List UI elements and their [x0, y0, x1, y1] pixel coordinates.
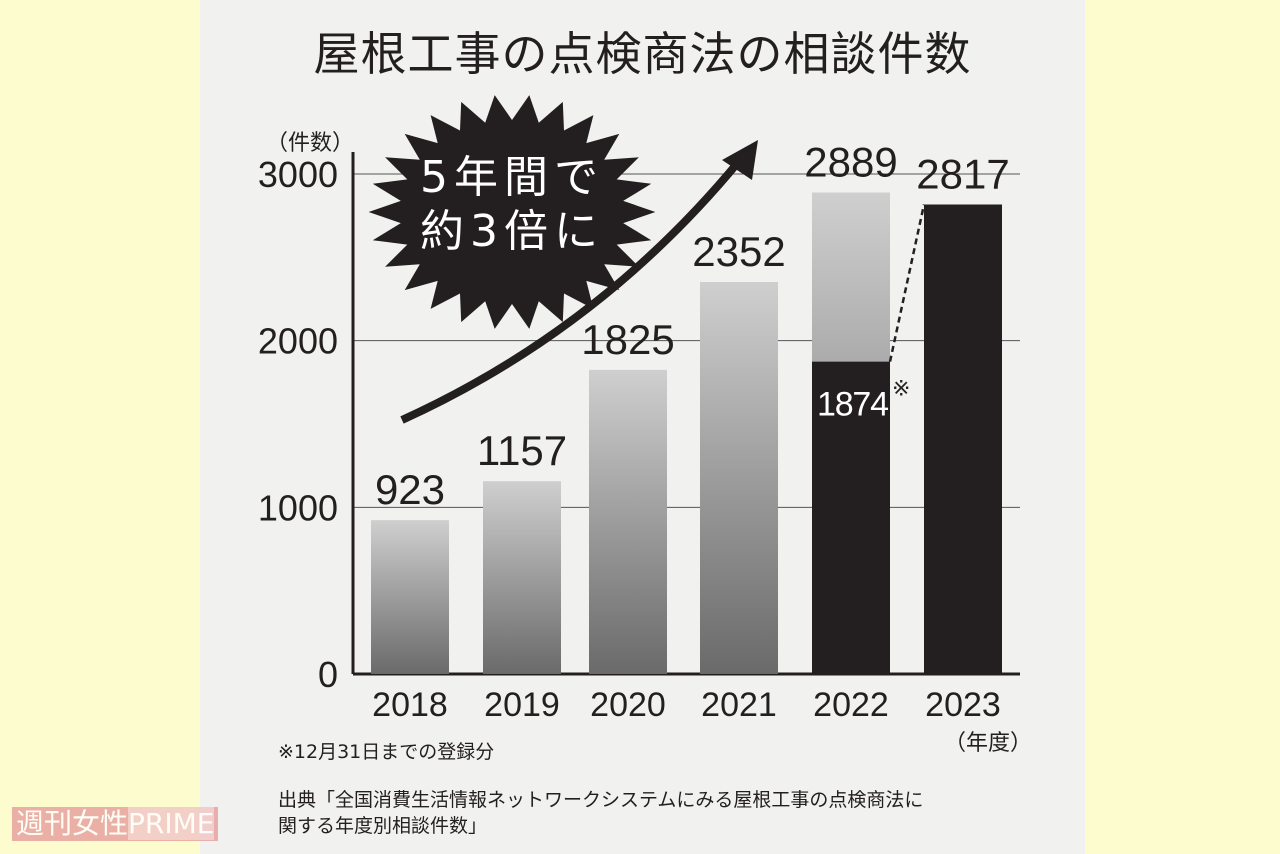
x-tick-label: 2021: [701, 686, 777, 724]
y-tick-label: 1000: [258, 487, 338, 528]
bar-2020: [589, 369, 667, 674]
y-tick-label: 3000: [258, 154, 338, 195]
asterisk-mark: ※: [892, 376, 910, 401]
bar-2023: [924, 204, 1002, 674]
bar-2021: [700, 282, 778, 674]
watermark-logo: 週刊女性PRIME: [12, 807, 219, 841]
y-tick-label: 2000: [258, 321, 338, 362]
x-tick-label: 2019: [484, 686, 560, 724]
footnote: ※12月31日までの登録分: [278, 741, 495, 763]
burst-shape: [368, 95, 656, 329]
value-label-2023: 2817: [916, 151, 1009, 198]
value-label-2019: 1157: [477, 427, 567, 474]
x-tick-label: 2020: [590, 686, 666, 724]
burst-line-1: 5年間で: [420, 152, 604, 203]
chart-title: 屋根工事の点検商法の相談件数: [313, 27, 972, 81]
bar-2019: [483, 481, 561, 674]
trend-arrow: [400, 157, 744, 424]
burst-line-2: 約3倍に: [420, 206, 604, 257]
x-tick-label: 2018: [372, 686, 448, 724]
value-label-2022: 2889: [804, 139, 897, 186]
value-label-2018: 923: [375, 466, 445, 513]
y-tick-label: 0: [318, 654, 338, 695]
bar-2018: [371, 520, 449, 674]
arrow-head-icon: [722, 140, 758, 180]
value-label-2021: 2352: [692, 228, 785, 275]
x-tick-label: 2022: [813, 686, 889, 724]
x-tick-label: 2023: [925, 686, 1001, 724]
bar-2022-partial: [812, 361, 890, 674]
source-line-1: 出典「全国消費生活情報ネットワークシステムにみる屋根工事の点検商法に: [278, 789, 924, 811]
source-line-2: 関する年度別相談件数」: [278, 815, 488, 837]
comparison-dashed-line: [888, 204, 926, 362]
y-axis-label: （件数）: [266, 130, 354, 155]
value-label-2020: 1825: [581, 316, 674, 363]
burst-callout: 5年間で 約3倍に: [368, 95, 656, 329]
x-axis-label: （年度）: [944, 730, 1032, 755]
partial-value-label: 1874: [817, 386, 889, 424]
